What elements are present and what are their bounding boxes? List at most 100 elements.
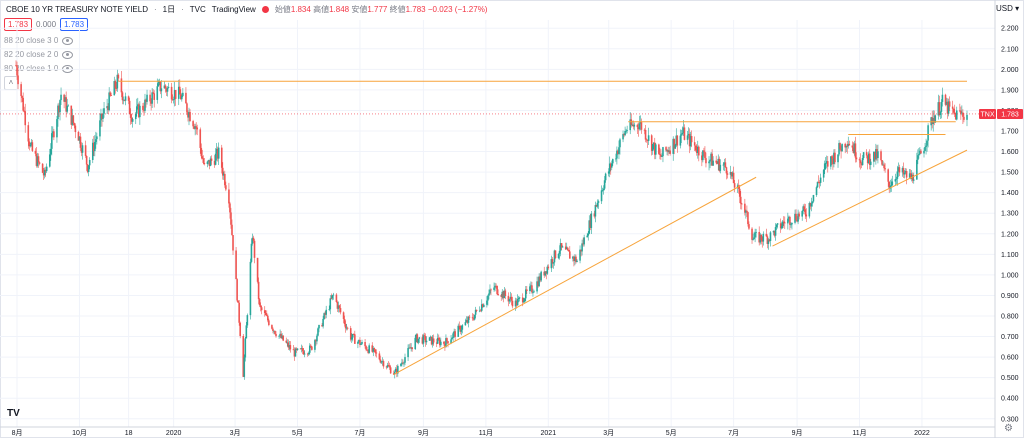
candle-body: [838, 143, 840, 155]
candle-body: [113, 81, 116, 96]
candle-body: [430, 336, 433, 345]
candle-body: [63, 94, 65, 102]
candle-body: [159, 81, 162, 92]
candle-body: [795, 213, 797, 220]
candle-body: [538, 276, 540, 287]
candle-body: [581, 243, 583, 252]
candle-body: [547, 266, 550, 269]
candle-body: [523, 298, 526, 302]
indicator-row[interactable]: 82 20 close 2 0: [4, 50, 74, 59]
indicator-row[interactable]: 80 20 close 1 0: [4, 64, 74, 73]
x-tick-label: 5月: [292, 429, 303, 437]
interval-label[interactable]: 1日: [162, 5, 176, 14]
candle-body: [243, 357, 246, 377]
candle-body: [206, 161, 209, 164]
candle-body: [837, 154, 839, 163]
candle-body: [560, 243, 563, 248]
currency-selector[interactable]: USD ▾: [996, 4, 1020, 13]
gear-icon[interactable]: ⚙: [1004, 423, 1013, 434]
candle-body: [235, 250, 237, 280]
chart-legend: CBOE 10 YR TREASURY NOTE YIELD · 1日 · TV…: [6, 4, 487, 15]
candle-body: [730, 172, 733, 177]
candle-body: [185, 92, 187, 104]
candle-body: [725, 167, 728, 174]
candle-body: [515, 300, 518, 306]
candle-body: [963, 116, 965, 120]
candle-body: [452, 333, 454, 338]
candle-body: [902, 167, 905, 175]
candle-body: [194, 126, 196, 129]
tradingview-logo[interactable]: TV: [7, 408, 20, 419]
eye-icon[interactable]: [62, 36, 74, 45]
candle-body: [623, 134, 625, 136]
candle-body: [150, 101, 152, 104]
candle-body: [20, 84, 22, 97]
candle-body: [811, 201, 814, 204]
candle-body: [574, 256, 576, 261]
candle-body: [124, 96, 127, 101]
candle-body: [365, 346, 367, 350]
candle-body: [182, 92, 184, 96]
candle-body: [877, 151, 879, 159]
candle-body: [543, 271, 546, 276]
candle-body: [618, 147, 620, 154]
currency-label: USD: [996, 4, 1013, 13]
candle-body: [689, 136, 692, 147]
candle-body: [210, 158, 213, 161]
candle-body: [911, 174, 914, 181]
candle-body: [123, 99, 126, 101]
candle-body: [810, 203, 813, 207]
candle-body: [831, 156, 833, 159]
candle-body: [819, 177, 822, 183]
candle-body: [339, 308, 342, 313]
candle-body: [595, 205, 598, 207]
candle-body: [536, 281, 538, 292]
low-value: 1.777: [367, 5, 388, 14]
x-tick-label: 11月: [479, 429, 493, 437]
candle-body: [594, 205, 597, 217]
candle-body: [178, 86, 181, 95]
candle-body: [317, 328, 319, 336]
candle-body: [854, 143, 857, 158]
close-value: 1.783: [405, 5, 426, 14]
candle-body: [120, 78, 123, 93]
candle-body: [626, 130, 628, 131]
candle-body: [844, 143, 846, 148]
symbol-title[interactable]: CBOE 10 YR TREASURY NOTE YIELD: [6, 5, 148, 14]
candle-body: [187, 112, 189, 118]
candle-body: [229, 203, 231, 213]
candle-body: [131, 119, 134, 122]
candle-body: [766, 236, 769, 244]
candle-body: [588, 220, 591, 234]
candle-body: [779, 223, 782, 229]
candle-body: [938, 102, 941, 116]
eye-icon[interactable]: [62, 50, 74, 59]
candle-body: [228, 189, 230, 204]
candle-body: [458, 325, 461, 327]
candle-body: [490, 289, 492, 291]
candle-body: [239, 322, 241, 337]
candle-body: [881, 160, 883, 165]
candle-body: [522, 301, 525, 303]
x-tick-label: 5月: [666, 429, 677, 437]
candle-body: [322, 318, 324, 327]
candle-body: [494, 285, 496, 288]
candle-body: [804, 209, 807, 215]
candle-body: [236, 279, 238, 301]
candle-body: [171, 99, 174, 101]
candle-body: [739, 196, 742, 204]
candle-body: [207, 160, 210, 162]
candle-body: [472, 318, 475, 320]
indicator-label: 82 20 close 2 0: [4, 50, 59, 59]
candle-body: [861, 158, 864, 166]
candle-body: [15, 65, 17, 67]
candle-body: [524, 289, 527, 299]
eye-icon[interactable]: [62, 64, 74, 73]
indicator-row[interactable]: 88 20 close 3 0: [4, 36, 74, 45]
candle-body: [901, 167, 904, 173]
candle-body: [435, 342, 438, 344]
y-tick-label: 1.200: [1001, 231, 1019, 238]
candle-body: [429, 336, 432, 338]
candle-body: [738, 188, 741, 197]
